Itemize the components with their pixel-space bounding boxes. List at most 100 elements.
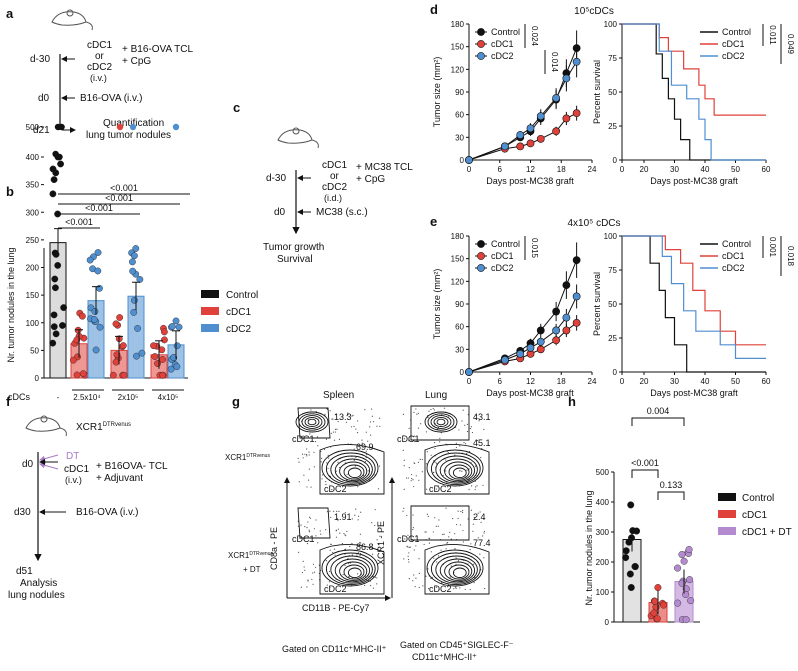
event-dot [335,536,338,538]
mouse-icon [277,127,319,149]
event-dot [333,510,335,512]
event-dot [406,545,408,547]
event-dot [346,530,348,533]
event-dot [347,412,349,414]
event-dot [407,558,410,561]
y-tick-label: 90 [455,88,464,97]
data-point [49,190,57,198]
event-dot [351,518,353,520]
y-tick-label: 0 [613,156,618,165]
gate-cdc2 [424,444,490,495]
data-point [86,256,94,264]
event-dot [326,584,328,586]
chart-d-growth: 0 30 60 90 120 150 180 0 6 12 18 24 Tumor size (mm²)… [432,6,614,186]
event-dot [430,408,432,411]
event-dot [473,563,475,565]
label-an1: Analysis [20,578,57,589]
data-point [78,312,86,320]
event-dot [464,443,467,445]
timeline-d21: d21 [33,125,50,136]
event-dot [342,574,344,576]
data-point [151,353,159,360]
event-dot [466,430,469,433]
y-tick-label: 250 [26,236,40,245]
label-quant2: lung tumor nodules [86,130,171,141]
mouse-icon [51,9,93,31]
event-dot [419,458,421,460]
event-dot [332,551,334,554]
event-dot [312,572,314,574]
data-point [60,304,68,311]
event-dot [309,433,311,435]
panel-f: f XCR1DTRvenus DT d0 cDC1 (i.v.) + B16OV… [6,394,168,601]
event-dot [367,440,369,442]
legend-h-cdc1: cDC1 [742,510,767,521]
event-dot [452,517,454,520]
event-dot [472,523,474,525]
event-dot [303,538,305,540]
event-dot [303,566,305,568]
event-dot [376,583,378,585]
event-dot [416,413,418,415]
data-point [49,339,57,347]
event-dot [440,432,442,434]
event-dot [457,510,459,512]
gate-label-cdc1: cDC1 [397,534,420,544]
legend-marker [477,52,485,60]
event-dot [325,483,327,486]
event-dot [461,511,464,514]
contour-cdc1 [307,418,317,426]
label-route: (i.v.) [90,73,107,83]
y-axis-label: Percent survival [592,60,602,124]
event-dot [374,509,376,511]
row-label-2b: + DT [243,565,261,574]
event-dot [330,543,332,545]
contour-cdc2 [347,567,362,579]
event-dot [320,533,322,535]
p-value: 0.014 [550,52,559,73]
event-dot [426,451,428,453]
contour-cdc2 [426,449,484,487]
event-dot [482,484,484,486]
y-tick-label: 75 [608,266,617,275]
p-value: <0.001 [110,183,138,193]
data-point [682,590,690,598]
data-point [172,123,180,131]
event-dot [353,448,355,450]
event-dot [321,478,323,480]
event-dot [351,543,353,545]
event-dot [413,574,415,576]
event-dot [454,454,456,456]
event-dot [443,407,446,409]
survival-curve [622,23,766,116]
y-tick-label: 300 [26,208,40,217]
event-dot [332,431,335,433]
data-point [79,370,87,378]
event-dot [308,468,310,470]
event-dot [474,486,477,488]
data-point [660,601,668,609]
event-dot [379,425,381,428]
event-dot [372,421,375,423]
event-dot [477,537,479,539]
event-dot [337,519,339,521]
label-treat2: + CpG [356,174,385,185]
event-dot [304,569,306,571]
event-dot [376,577,378,579]
event-dot [469,427,471,430]
event-dot [425,463,428,465]
label-cdc2: cDC2 [322,182,347,193]
event-dot [306,486,308,488]
event-dot [345,535,347,537]
y-tick-label: 0 [460,368,465,377]
event-dot [310,409,312,411]
y-tick-label: 50 [30,346,39,355]
label-cdc1: cDC1 [322,160,347,171]
event-dot [341,543,344,545]
event-dot [360,542,362,544]
contour-cdc1 [430,415,452,429]
group-label: - [57,393,60,402]
event-dot [319,530,321,532]
data-point [138,349,146,357]
gate-cdc1 [410,405,470,441]
